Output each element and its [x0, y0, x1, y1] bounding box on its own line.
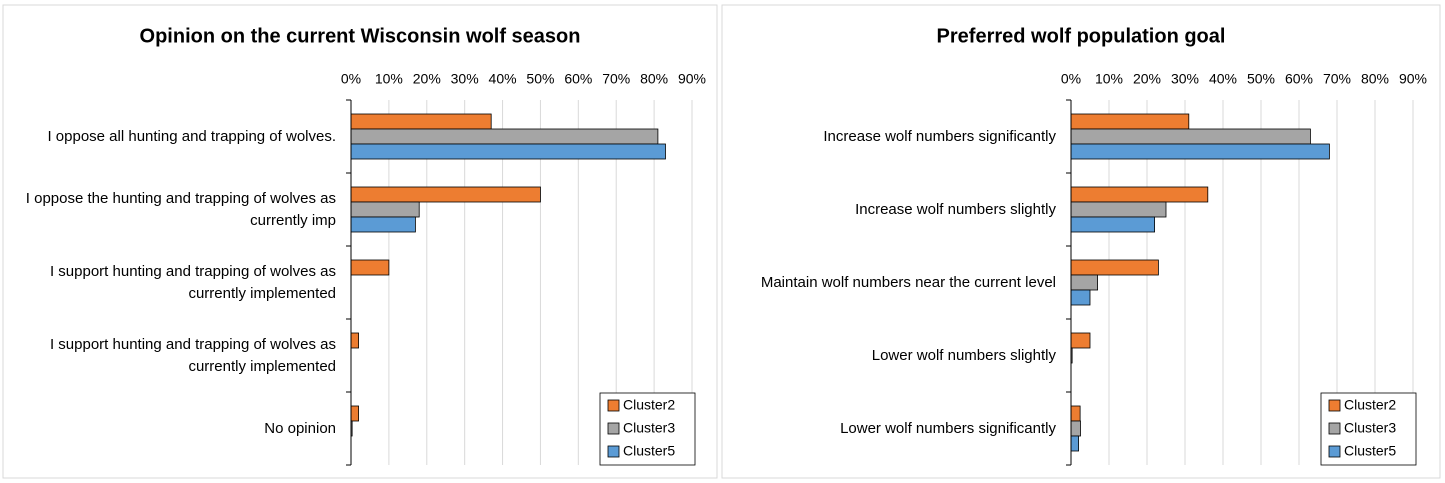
x-tick-label: 90%: [1399, 71, 1427, 87]
x-tick-label: 80%: [1361, 71, 1389, 87]
bar: [350, 113, 492, 130]
bar: [1070, 128, 1311, 145]
x-tick-label: 30%: [451, 71, 479, 87]
bar: [1070, 332, 1091, 349]
category-label: Lower wolf numbers significantly: [840, 419, 1056, 437]
bar: [350, 259, 390, 276]
bar: [350, 186, 541, 203]
bar: [1070, 405, 1081, 422]
bar: [1070, 274, 1099, 291]
legend-label: Cluster5: [623, 443, 675, 459]
bar: [1070, 259, 1159, 276]
bar: [350, 128, 659, 145]
x-tick-label: 30%: [1171, 71, 1199, 87]
category-label: I oppose the hunting and trapping of wol…: [25, 189, 336, 229]
bar: [1070, 201, 1167, 218]
chart-title: Opinion on the current Wisconsin wolf se…: [140, 25, 581, 47]
bar: [350, 216, 416, 233]
x-tick-label: 50%: [1247, 71, 1275, 87]
bar: [350, 405, 359, 422]
x-tick-label: 40%: [1209, 71, 1237, 87]
category-label: Maintain wolf numbers near the current l…: [760, 273, 1056, 291]
x-tick-label: 10%: [375, 71, 403, 87]
x-tick-label: 60%: [1285, 71, 1313, 87]
category-label: I oppose all hunting and trapping of wol…: [47, 127, 336, 145]
x-tick-label: 70%: [602, 71, 630, 87]
bar: [350, 143, 666, 160]
legend-swatch: [607, 399, 620, 412]
bar: [1070, 143, 1330, 160]
x-tick-label: 20%: [413, 71, 441, 87]
legend-swatch: [1328, 422, 1341, 435]
x-tick-label: 20%: [1133, 71, 1161, 87]
x-tick-label: 90%: [678, 71, 706, 87]
legend-swatch: [1328, 445, 1341, 458]
category-label: I support hunting and trapping of wolves…: [49, 262, 336, 302]
bar: [1070, 289, 1091, 306]
category-label: No opinion: [264, 419, 336, 437]
bar: [350, 201, 420, 218]
x-tick-label: 80%: [640, 71, 668, 87]
bar: [1070, 420, 1081, 437]
category-label: Increase wolf numbers slightly: [855, 200, 1056, 218]
bar: [350, 332, 359, 349]
x-tick-label: 0%: [341, 71, 361, 87]
x-tick-label: 50%: [526, 71, 554, 87]
category-label: Lower wolf numbers slightly: [871, 346, 1056, 364]
panel: [721, 4, 1441, 479]
legend-swatch: [607, 445, 620, 458]
chart-title: Preferred wolf population goal: [937, 25, 1226, 47]
x-tick-label: 0%: [1061, 71, 1081, 87]
x-tick-label: 60%: [564, 71, 592, 87]
bar: [1070, 216, 1155, 233]
legend-swatch: [1328, 399, 1341, 412]
legend-swatch: [607, 422, 620, 435]
panel: [2, 4, 718, 479]
x-tick-label: 70%: [1323, 71, 1351, 87]
bar: [1070, 186, 1209, 203]
bar: [1070, 113, 1190, 130]
legend-label: Cluster2: [623, 397, 675, 413]
legend-label: Cluster5: [1344, 443, 1396, 459]
x-tick-label: 10%: [1095, 71, 1123, 87]
category-label: I support hunting and trapping of wolves…: [49, 335, 336, 375]
legend-label: Cluster3: [1344, 420, 1396, 436]
bar: [1070, 435, 1079, 452]
legend-label: Cluster2: [1344, 397, 1396, 413]
x-tick-label: 40%: [489, 71, 517, 87]
category-label: Increase wolf numbers significantly: [823, 127, 1056, 145]
legend-label: Cluster3: [623, 420, 675, 436]
